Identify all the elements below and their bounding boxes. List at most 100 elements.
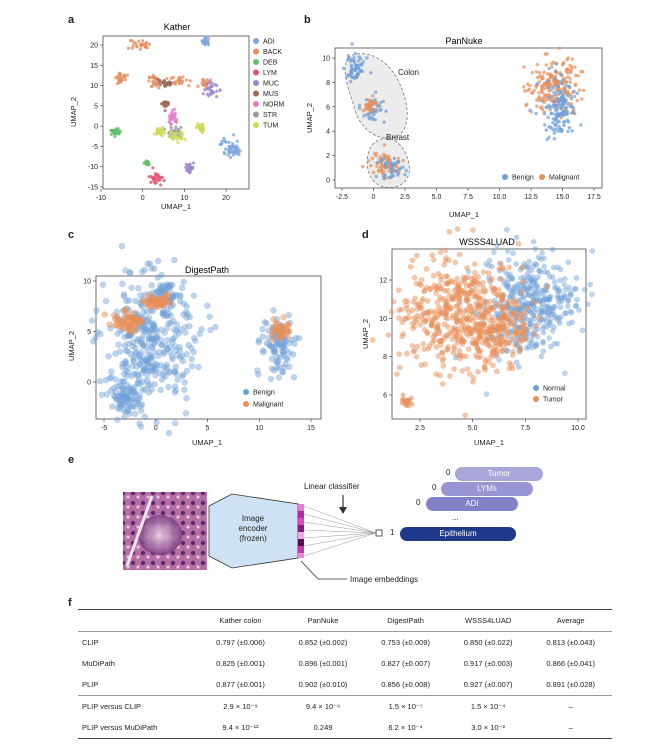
panel-letter-e: e: [68, 454, 75, 466]
pannuke-point: [357, 103, 362, 108]
kather-point: [234, 152, 239, 156]
kather-point: [186, 168, 190, 172]
kather-point: [191, 161, 196, 165]
kather-y-tick-label: 5: [94, 103, 98, 110]
kather-point: [131, 44, 135, 48]
kather-point: [130, 39, 134, 43]
kather-x-tick-label: 10: [180, 195, 188, 202]
kather-point: [162, 102, 167, 107]
kather-point: [223, 147, 228, 151]
kather-point: [173, 107, 177, 111]
kather-point: [158, 127, 162, 131]
table-header-cell: Average: [529, 609, 612, 632]
kather-point: [155, 172, 159, 176]
pannuke-point: [352, 56, 356, 60]
kather-point: [169, 81, 173, 85]
kather-point: [126, 46, 131, 50]
kather-point: [172, 112, 176, 117]
kather-point: [140, 39, 145, 43]
pannuke-point: [353, 68, 358, 72]
kather-point: [178, 76, 183, 80]
kather-y-tick-label: 10: [90, 83, 98, 90]
pannuke-title: PanNuke: [445, 36, 482, 46]
encoder-label-1: Image: [242, 514, 265, 523]
pannuke-y-tick-label: 0: [326, 178, 330, 185]
kather-point: [116, 127, 120, 131]
kather-point: [232, 150, 236, 154]
kather-point: [169, 125, 173, 130]
table-cell: 0.927 (±0.007): [463, 680, 513, 689]
table-cell: 0.753 (±0.009): [381, 638, 430, 647]
kather-point: [231, 133, 236, 137]
kather-point: [147, 79, 151, 83]
kather-xlabel: UMAP_1: [161, 202, 191, 211]
kather-point: [168, 121, 173, 126]
kather-point: [228, 150, 232, 155]
table-cell: 9.4 × 10⁻⁶: [281, 695, 365, 717]
kather-legend-label: BACK: [263, 49, 282, 56]
pannuke-x-tick-label: 10.0: [493, 194, 507, 201]
class-adi: ADI: [426, 497, 518, 511]
linear-classifier-label: Linear classifier: [304, 482, 360, 491]
table-cell: 0.797 (±0.006): [216, 638, 265, 647]
pannuke-axes-frame: [334, 47, 603, 189]
pannuke-point: [348, 79, 353, 84]
table-row: PLIP 0.877 (±0.001) 0.902 (±0.010) 0.856…: [78, 674, 612, 696]
table-header-cell: WSSS4LUAD: [446, 609, 530, 632]
kather-point: [163, 108, 167, 113]
kather-point: [201, 41, 205, 45]
pannuke-point: [359, 68, 363, 73]
class-tumor: Tumor: [455, 467, 543, 481]
kather-point: [179, 125, 183, 130]
kather-ylabel: UMAP_2: [69, 97, 78, 127]
kather-point: [158, 83, 163, 87]
pannuke-point: [353, 51, 358, 56]
kather-point: [175, 137, 179, 141]
panel-letter-b: b: [304, 14, 311, 26]
table-cell: 0.813 (±0.043): [546, 638, 596, 647]
kather-point: [215, 83, 219, 88]
class-lyms-score: 0: [432, 483, 437, 492]
pannuke-x-tick-label: 2.5: [400, 194, 410, 201]
kather-point: [162, 79, 166, 83]
kather-y-tick-label: -5: [92, 144, 98, 151]
pannuke-point: [373, 90, 378, 95]
table-cell: –: [529, 695, 612, 717]
class-epithelium: Epithelium: [400, 527, 516, 541]
kather-point: [215, 89, 219, 93]
kather-point: [136, 39, 141, 43]
kather-point: [201, 77, 205, 82]
kather-point: [143, 45, 148, 49]
pannuke-point: [356, 59, 361, 63]
pannuke-point: [379, 108, 383, 112]
kather-point: [218, 88, 222, 93]
kather-point: [118, 71, 122, 76]
table-cell: CLIP: [82, 638, 99, 647]
kather-point: [179, 130, 184, 134]
kather-point: [151, 177, 155, 181]
kather-point: [176, 131, 180, 135]
kather-point: [170, 111, 174, 115]
pannuke-point: [374, 107, 379, 112]
kather-point: [174, 125, 178, 129]
pannuke-x-tick-label: 12.5: [524, 194, 538, 201]
kather-point: [147, 161, 151, 165]
kather-point: [109, 132, 114, 137]
kather-point: [200, 131, 204, 135]
table-row: PLIP versus MuDiPath 9.4 × 10⁻¹² 0.249 6…: [78, 717, 612, 739]
classifier-arrow-head: [339, 507, 347, 514]
pannuke-point: [354, 64, 359, 68]
pannuke-point: [341, 66, 346, 71]
pannuke-y-tick-label: 2: [326, 153, 330, 160]
kather-point: [188, 79, 192, 83]
kather-y-tick-label: 15: [90, 63, 98, 70]
kather-point: [224, 140, 228, 144]
kather-axes-frame: [102, 35, 250, 190]
pannuke-point: [369, 71, 373, 75]
kather-x-tick-label: -10: [96, 195, 106, 202]
embedding-cell: [298, 518, 304, 525]
kather-point: [109, 128, 113, 133]
kather-point: [157, 86, 161, 90]
kather-point: [205, 82, 209, 86]
